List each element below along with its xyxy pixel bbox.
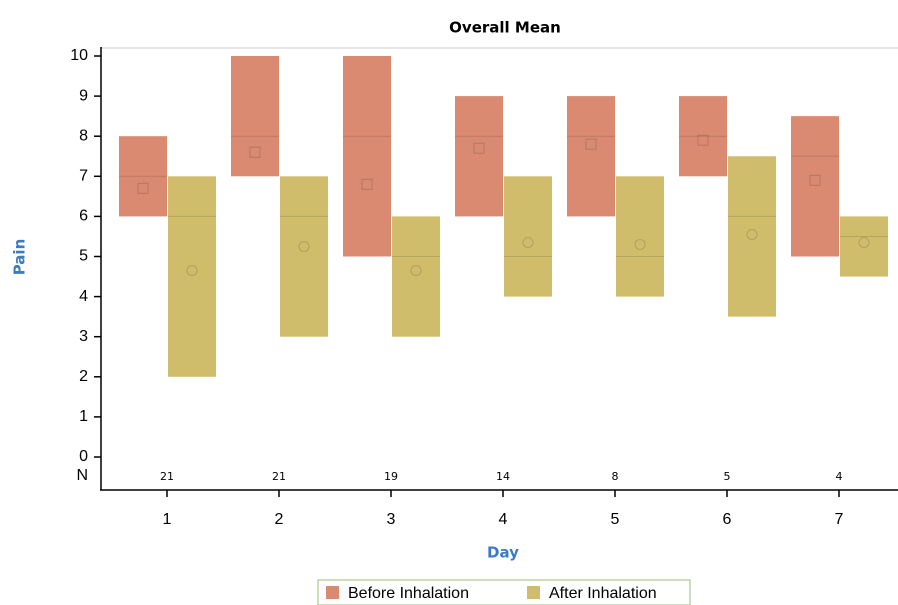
mean-marker: [410, 265, 422, 277]
legend-label: After Inhalation: [549, 585, 657, 602]
mean-marker: [809, 174, 821, 186]
n-value: 8: [612, 470, 619, 483]
y-tick-label: 5: [79, 248, 88, 265]
y-tick-label: 4: [79, 288, 88, 305]
y-tick-label: 9: [79, 87, 88, 104]
mean-marker: [634, 238, 646, 250]
x-tick-label: 2: [275, 511, 284, 528]
x-tick-label: 7: [835, 511, 844, 528]
n-value: 5: [724, 470, 731, 483]
y-tick-label: 3: [79, 328, 88, 345]
mean-marker: [697, 134, 709, 146]
mean-marker: [361, 178, 373, 190]
n-value: 4: [836, 470, 843, 483]
n-value: 21: [272, 470, 286, 483]
legend-swatch: [326, 586, 339, 599]
range-bar: [280, 176, 328, 337]
range-bar: [168, 176, 216, 377]
mean-marker: [522, 236, 534, 248]
range-bar: [840, 216, 888, 277]
x-axis-label: Day: [487, 544, 519, 562]
n-value: 19: [384, 470, 398, 483]
n-value: 21: [160, 470, 174, 483]
n-value: 14: [496, 470, 510, 483]
legend: [317, 579, 691, 605]
mean-marker: [186, 265, 198, 277]
y-tick-label: 2: [79, 368, 88, 385]
chart-title: Overall Mean: [449, 19, 561, 37]
y-tick-label: 0: [79, 448, 88, 465]
legend-label: Before Inhalation: [348, 585, 469, 602]
mean-marker: [298, 240, 310, 252]
x-tick-label: 3: [387, 511, 396, 528]
range-bar: [343, 56, 391, 257]
range-bar: [455, 96, 503, 217]
legend-swatch: [527, 586, 540, 599]
range-bar: [392, 216, 440, 337]
mean-marker: [249, 146, 261, 158]
x-tick-label: 6: [723, 511, 732, 528]
y-tick-label: 8: [79, 127, 88, 144]
range-bar: [504, 176, 552, 297]
x-tick-label: 5: [611, 511, 620, 528]
y-tick-label: 10: [70, 47, 88, 64]
y-axis-label: Pain: [11, 239, 29, 276]
range-bar: [231, 56, 279, 177]
range-bar: [728, 156, 776, 317]
range-bar: [119, 136, 167, 217]
range-bar: [616, 176, 664, 297]
x-tick-label: 4: [499, 511, 508, 528]
y-tick-label: 1: [79, 408, 88, 425]
y-tick-label: 7: [79, 168, 88, 185]
range-bar: [567, 96, 615, 217]
x-tick-label: 1: [163, 511, 172, 528]
n-label: N: [76, 467, 88, 484]
mean-marker: [746, 228, 758, 240]
y-tick-label: 6: [79, 208, 88, 225]
mean-marker: [473, 142, 485, 154]
mean-marker: [585, 138, 597, 150]
mean-marker: [858, 236, 870, 248]
range-bar: [679, 96, 727, 177]
mean-marker: [137, 182, 149, 194]
range-bar: [791, 116, 839, 257]
